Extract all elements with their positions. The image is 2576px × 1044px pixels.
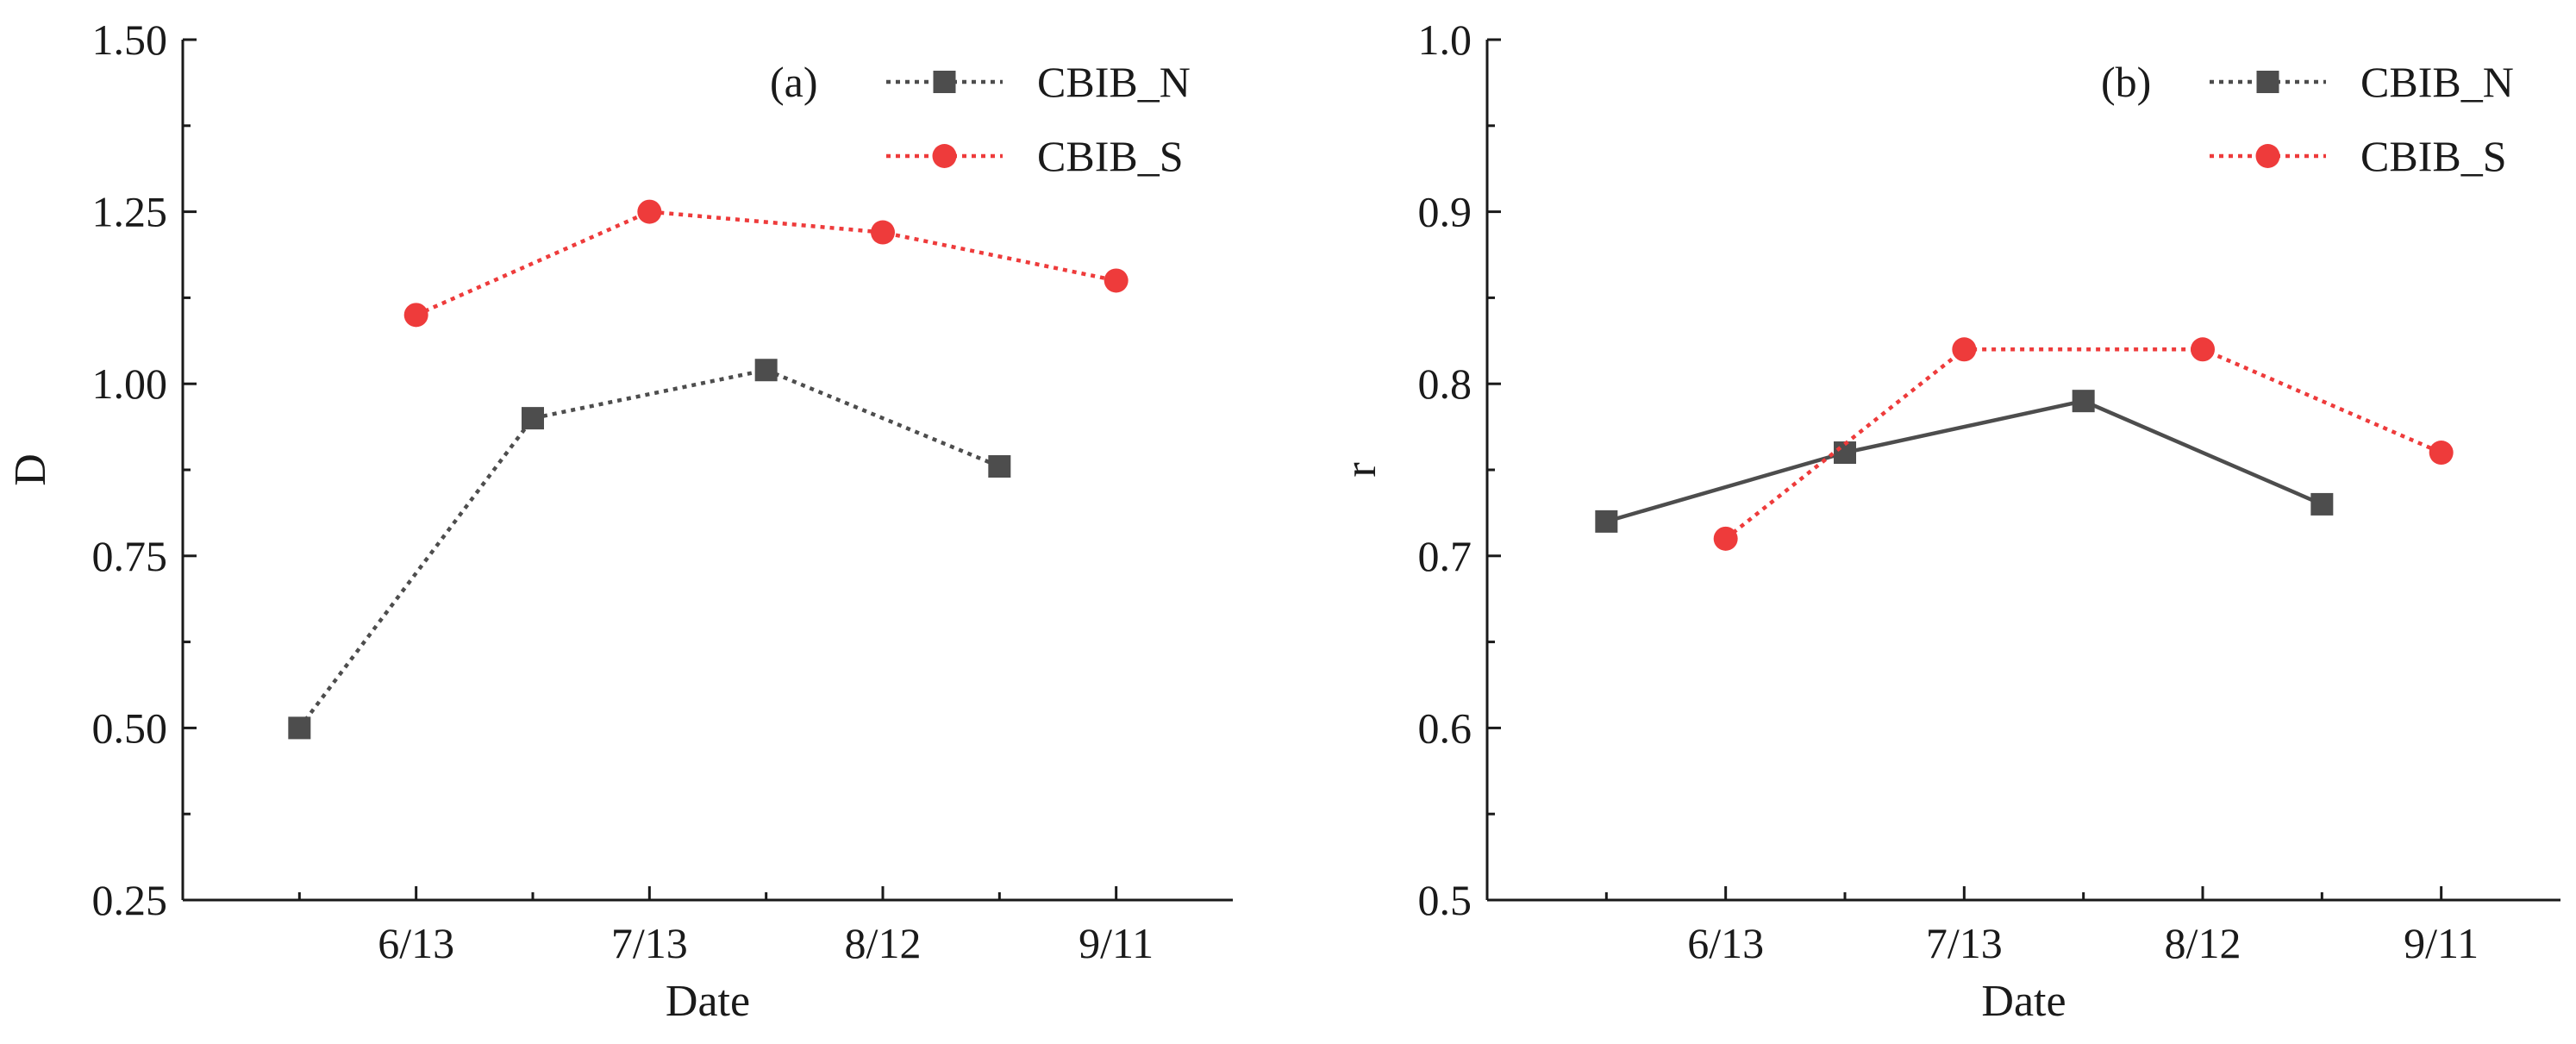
panel-label: (a) bbox=[770, 58, 818, 106]
legend-marker-cbib-n bbox=[2256, 71, 2279, 93]
data-point-cbib-n bbox=[522, 407, 544, 430]
y-tick-label: 0.75 bbox=[92, 532, 168, 580]
y-tick-label: 1.25 bbox=[92, 188, 168, 236]
data-point-cbib-s bbox=[403, 303, 428, 328]
legend-label-cbib-n: CBIB_N bbox=[1037, 58, 1191, 106]
y-tick-label: 0.50 bbox=[92, 703, 168, 752]
y-tick-label: 1.50 bbox=[92, 16, 168, 64]
series-line-cbib-s bbox=[415, 209, 1117, 317]
series-line-cbib-s bbox=[1724, 347, 2442, 541]
y-tick-label: 1.00 bbox=[92, 359, 168, 408]
x-tick-label: 8/12 bbox=[845, 919, 922, 967]
y-tick-label: 1.0 bbox=[1418, 16, 1472, 64]
x-tick-label: 9/11 bbox=[2404, 919, 2479, 967]
y-tick-label: 0.9 bbox=[1418, 188, 1472, 236]
chart-panel-b: 0.5 0.6 0.7 0.8 0.9 1.0 6/13 7/13 8/12 9/11 Date r (… bbox=[1336, 16, 2560, 1026]
data-point-cbib-n bbox=[754, 359, 778, 382]
legend-marker-cbib-s bbox=[932, 144, 957, 168]
x-tick-label: 9/11 bbox=[1079, 919, 1154, 967]
x-tick-label: 6/13 bbox=[1687, 919, 1764, 967]
data-point-cbib-s bbox=[1952, 337, 1977, 362]
y-tick-label: 0.8 bbox=[1418, 359, 1472, 408]
data-point-cbib-s bbox=[2191, 337, 2215, 362]
series-line-cbib-n bbox=[1605, 398, 2323, 524]
series-line-cbib-n bbox=[297, 367, 1001, 729]
data-point-cbib-s bbox=[2429, 441, 2454, 466]
data-point-cbib-s bbox=[1713, 526, 1738, 551]
data-point-cbib-n bbox=[988, 455, 1011, 478]
data-point-cbib-n bbox=[288, 716, 311, 740]
data-point-cbib-s bbox=[871, 220, 895, 245]
x-axis-title: Date bbox=[1981, 977, 2066, 1026]
y-axis-title: D bbox=[6, 453, 55, 486]
data-point-cbib-n bbox=[1834, 441, 1856, 465]
legend-label-cbib-s: CBIB_S bbox=[2360, 132, 2507, 180]
data-point-cbib-s bbox=[1104, 268, 1129, 293]
legend-marker-cbib-n bbox=[933, 71, 956, 93]
chart-panel-a: 0.25 0.50 0.75 1.00 1.25 1.50 6/13 7/13 8/12 9/11… bbox=[6, 16, 1233, 1026]
data-point-cbib-n bbox=[1595, 509, 1618, 533]
x-tick-label: 7/13 bbox=[611, 919, 688, 967]
y-tick-label: 0.6 bbox=[1418, 703, 1472, 752]
data-point-cbib-n bbox=[2072, 390, 2095, 413]
y-tick-label: 0.25 bbox=[92, 876, 168, 924]
data-point-cbib-s bbox=[637, 199, 662, 224]
panel-label: (b) bbox=[2101, 58, 2151, 106]
legend-label-cbib-n: CBIB_N bbox=[2360, 58, 2514, 106]
legend-label-cbib-s: CBIB_S bbox=[1037, 132, 1184, 180]
y-tick-label: 0.7 bbox=[1418, 532, 1472, 580]
x-tick-label: 6/13 bbox=[378, 919, 454, 967]
x-tick-label: 7/13 bbox=[1926, 919, 2003, 967]
y-axis-title: r bbox=[1336, 462, 1385, 477]
x-tick-label: 8/12 bbox=[2165, 919, 2241, 967]
legend-marker-cbib-s bbox=[2255, 144, 2280, 168]
x-axis-title: Date bbox=[666, 977, 750, 1026]
data-point-cbib-n bbox=[2310, 492, 2334, 516]
y-tick-label: 0.5 bbox=[1418, 876, 1472, 924]
